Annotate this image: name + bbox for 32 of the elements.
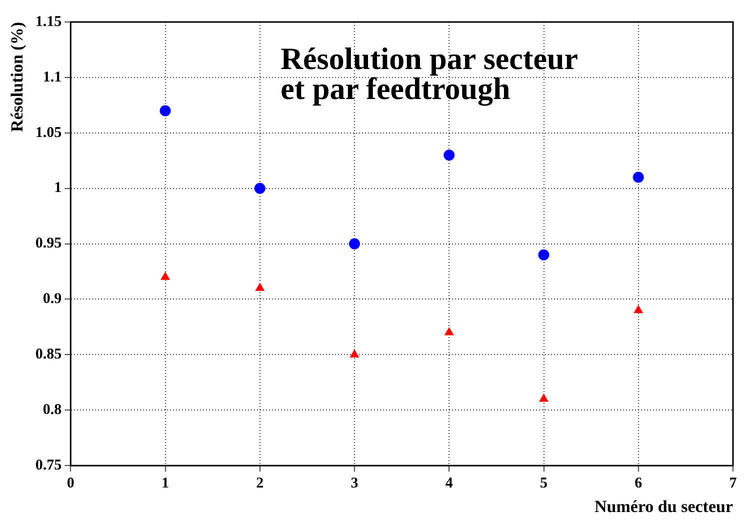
point bbox=[634, 304, 644, 314]
x-axis-title: Numéro du secteur bbox=[594, 497, 734, 516]
x-tick-label: 7 bbox=[729, 475, 738, 492]
x-tick-label: 0 bbox=[66, 475, 74, 492]
point bbox=[538, 394, 549, 402]
x-tick-label: 1 bbox=[162, 475, 170, 492]
point bbox=[444, 327, 454, 336]
y-axis-title: Résolution (%) bbox=[8, 22, 27, 132]
x-tick-label: 3 bbox=[350, 475, 358, 492]
x-tick-label: 4 bbox=[445, 475, 454, 492]
point bbox=[160, 272, 170, 280]
point bbox=[350, 349, 360, 358]
point bbox=[160, 105, 171, 116]
point bbox=[444, 150, 455, 161]
y-tick-label: 1 bbox=[54, 180, 62, 196]
y-tick-label: 0.95 bbox=[35, 236, 62, 252]
x-tick-label: 5 bbox=[540, 475, 548, 492]
y-tick-label: 1.05 bbox=[35, 124, 62, 141]
x-tick-label: 2 bbox=[256, 475, 264, 492]
x-tick-label: 6 bbox=[634, 475, 643, 492]
point bbox=[254, 182, 266, 194]
text: Résolution par secteur et par feedtrough bbox=[280, 41, 578, 106]
point bbox=[255, 282, 265, 291]
y-tick-label: 0.85 bbox=[35, 346, 62, 363]
point bbox=[632, 172, 644, 183]
point bbox=[538, 249, 550, 260]
y-tick-label: 0.9 bbox=[42, 291, 62, 308]
y-tick-label: 1.15 bbox=[35, 14, 62, 30]
y-tick-label: 0.75 bbox=[35, 457, 62, 474]
y-tick-label: 0.8 bbox=[42, 402, 62, 418]
point bbox=[349, 238, 360, 250]
y-tick-label: 1.1 bbox=[42, 69, 62, 86]
